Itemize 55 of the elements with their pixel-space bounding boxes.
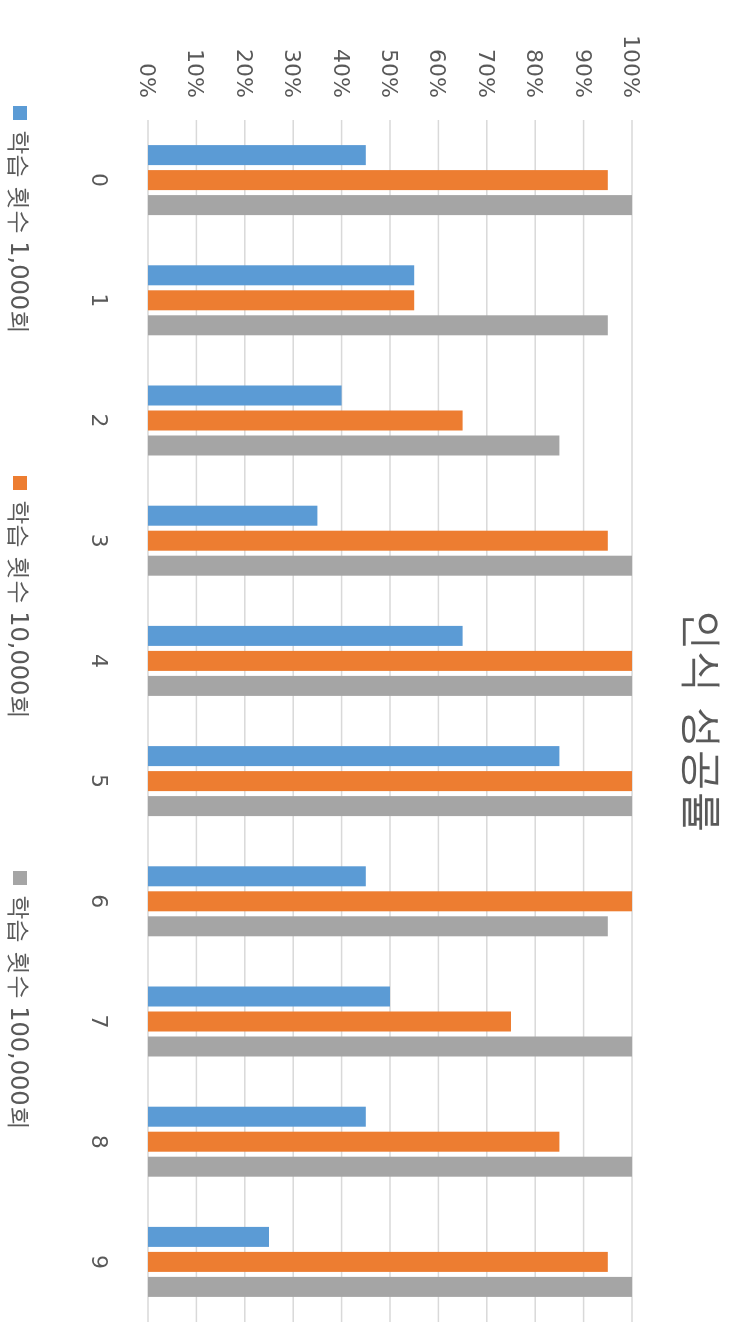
bar	[148, 1131, 560, 1152]
bar	[148, 170, 608, 191]
bar	[148, 290, 415, 311]
y-tick-label: 1	[87, 293, 112, 308]
x-tick-label: 40%	[328, 49, 354, 98]
bar	[148, 891, 632, 912]
x-tick-label: 30%	[280, 49, 306, 98]
x-tick-label: 60%	[425, 49, 451, 98]
bar	[148, 195, 632, 216]
x-tick-label: 90%	[570, 49, 596, 98]
bar	[148, 916, 608, 937]
bar	[148, 555, 632, 576]
bar	[148, 796, 632, 817]
bar	[148, 625, 463, 646]
x-tick-label: 50%	[377, 49, 402, 98]
bar	[148, 1106, 366, 1127]
bar	[148, 1156, 632, 1177]
y-tick-label: 4	[87, 653, 112, 668]
y-tick-label: 3	[87, 533, 112, 548]
legend-label: 학습 횟수 100,000회	[5, 895, 33, 1130]
x-tick-label: 10%	[183, 49, 209, 98]
legend-label: 학습 횟수 1,000회	[5, 130, 33, 334]
y-tick-label: 6	[87, 894, 112, 909]
y-tick-label: 5	[87, 774, 112, 789]
y-tick-label: 9	[87, 1254, 112, 1269]
bar	[148, 1011, 511, 1032]
bar	[148, 145, 366, 166]
bar	[148, 986, 390, 1007]
bar	[148, 650, 632, 671]
bar	[148, 1276, 632, 1297]
y-tick-label: 2	[87, 413, 112, 428]
bar	[148, 530, 608, 551]
y-tick-label: 8	[87, 1134, 112, 1149]
bar	[148, 505, 318, 526]
bar	[148, 675, 632, 696]
bar	[148, 385, 342, 406]
bar	[148, 435, 560, 456]
y-tick-label: 7	[87, 1014, 112, 1029]
bar	[148, 410, 463, 431]
bar	[148, 746, 560, 767]
legend-label: 학습 횟수 10,000회	[5, 500, 33, 720]
x-tick-label: 100%	[619, 35, 644, 98]
bar	[148, 866, 366, 887]
bar	[148, 1251, 608, 1272]
bar	[148, 265, 415, 286]
x-tick-label: 70%	[473, 49, 499, 98]
x-tick-label: 0%	[135, 63, 160, 98]
bar	[148, 1226, 269, 1247]
y-tick-label: 0	[87, 173, 112, 188]
bar	[148, 315, 608, 336]
x-tick-label: 20%	[231, 49, 257, 98]
x-tick-label: 80%	[522, 49, 548, 98]
bar	[148, 1036, 632, 1057]
text: 인식 성공률	[678, 609, 727, 833]
bar	[148, 771, 632, 792]
